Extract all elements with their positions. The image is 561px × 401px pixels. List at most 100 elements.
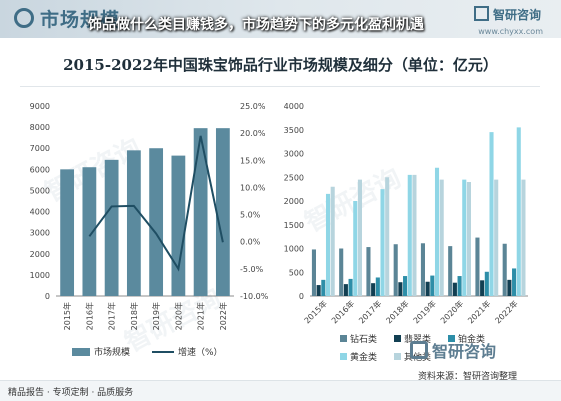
y-left-tick: 9000 <box>30 102 50 111</box>
brand-left: 市场规模 <box>14 5 120 32</box>
source-note: 资料来源：智研咨询整理 <box>418 372 518 382</box>
segment-bar <box>357 179 362 296</box>
market-size-bar <box>60 169 75 296</box>
segment-bar <box>330 186 335 296</box>
market-size-bar <box>149 148 164 296</box>
segment-bar <box>375 277 380 296</box>
site-url: www.chyxx.com <box>478 27 543 36</box>
x-tick-label: 2016年 <box>84 302 94 330</box>
segment-bar <box>430 275 435 296</box>
x-tick-label: 2022年 <box>493 298 520 325</box>
x-tick-label: 2015年 <box>302 298 329 325</box>
segment-bar <box>484 271 489 296</box>
brand-right-text: 智研咨询 <box>492 8 541 22</box>
y-left-tick: 2000 <box>30 250 50 259</box>
x-tick-label: 2017年 <box>107 302 117 330</box>
y-right-tick: -10.0% <box>240 292 269 301</box>
segment-bar <box>385 177 390 296</box>
y-tick-label: 2500 <box>284 173 304 182</box>
brand-left-text: 市场规模 <box>40 9 121 31</box>
x-tick-label: 2018年 <box>384 298 411 325</box>
y-left-tick: 4000 <box>30 208 50 217</box>
footer-slogan: 精品报告 · 专项定制 · 品质服务 <box>8 388 134 398</box>
y-tick-label: 500 <box>289 268 304 277</box>
market-size-bar <box>104 159 119 296</box>
segment-bar <box>434 167 440 296</box>
legend-swatch <box>448 335 455 342</box>
market-size-bar <box>215 128 230 296</box>
segment-bar <box>353 201 358 296</box>
y-tick-label: 3500 <box>284 126 304 135</box>
legend-swatch <box>394 353 401 360</box>
segment-bar <box>466 182 471 296</box>
segment-bar <box>380 189 385 296</box>
segment-bar <box>412 174 417 296</box>
footer-logo-text: 智研咨询 <box>432 342 497 361</box>
segment-bar <box>325 193 331 296</box>
y-left-tick: 7000 <box>30 144 50 153</box>
segment-bar <box>348 278 353 296</box>
segment-bar <box>311 249 316 296</box>
x-tick-label: 2017年 <box>356 298 383 325</box>
title-divider <box>20 86 540 87</box>
segment-bar <box>425 281 430 296</box>
y-left-tick: 3000 <box>30 229 50 238</box>
x-tick-label: 2015年 <box>62 302 72 330</box>
legend-label-growth: 增速（%） <box>178 346 223 358</box>
segment-bar <box>420 243 425 296</box>
segment-bar <box>494 179 499 296</box>
legend-label: 钻石类 <box>350 333 377 345</box>
y-left-tick: 0 <box>45 292 50 301</box>
segment-bar <box>502 243 507 296</box>
legend-label: 黄金类 <box>350 351 377 363</box>
y-left-tick: 1000 <box>30 271 50 280</box>
article-headline: 饰品做什么类目赚钱多，市场趋势下的多元化盈利机遇 <box>88 17 424 33</box>
brand-square-icon <box>473 6 489 21</box>
segment-bar <box>403 276 408 296</box>
x-tick-label: 2016年 <box>329 298 356 325</box>
brand-circle-icon <box>14 8 34 28</box>
y-tick-label: 1000 <box>284 245 304 254</box>
y-right-tick: 20.0% <box>240 129 266 138</box>
segment-bar <box>366 247 371 296</box>
legend-swatch <box>394 335 401 342</box>
segment-bar <box>475 237 480 296</box>
segment-bar <box>457 276 462 296</box>
market-size-bar <box>193 128 208 296</box>
segment-bar <box>448 246 453 296</box>
segment-bar <box>343 284 348 296</box>
x-tick-label: 2018年 <box>129 302 139 330</box>
top-banner: 市场规模 智研咨询 www.chyxx.com <box>0 0 561 38</box>
footer-bar: 精品报告 · 专项定制 · 品质服务 <box>0 380 561 401</box>
y-left-tick: 5000 <box>30 186 50 195</box>
x-tick-label: 2021年 <box>196 302 206 330</box>
y-tick-label: 0 <box>299 292 304 301</box>
segment-bar <box>512 268 517 296</box>
y-right-tick: 15.0% <box>240 156 266 165</box>
legend-swatch <box>340 335 347 342</box>
legend-swatch-market-size <box>72 348 90 356</box>
y-right-tick: 5.0% <box>240 211 261 220</box>
market-size-bar <box>82 167 97 296</box>
segment-bar <box>339 248 344 296</box>
market-size-bar <box>126 150 141 296</box>
segment-bar <box>407 174 412 296</box>
y-tick-label: 4000 <box>284 102 304 111</box>
y-tick-label: 2000 <box>284 197 304 206</box>
growth-line <box>88 135 224 272</box>
y-right-tick: -5.0% <box>240 265 264 274</box>
legend-label-market-size: 市场规模 <box>94 346 130 358</box>
y-tick-label: 1500 <box>284 221 304 230</box>
legend-swatch <box>340 353 347 360</box>
segment-bar <box>321 279 326 296</box>
x-tick-label: 2021年 <box>465 298 492 325</box>
segment-bar <box>489 132 494 296</box>
segment-bar <box>521 179 526 296</box>
x-tick-label: 2019年 <box>151 302 161 330</box>
y-right-tick: 0.0% <box>240 238 261 247</box>
market-size-bar <box>171 155 186 296</box>
brand-right: 智研咨询 <box>473 6 541 23</box>
segment-bar <box>452 282 457 296</box>
segment-bar <box>393 244 398 296</box>
